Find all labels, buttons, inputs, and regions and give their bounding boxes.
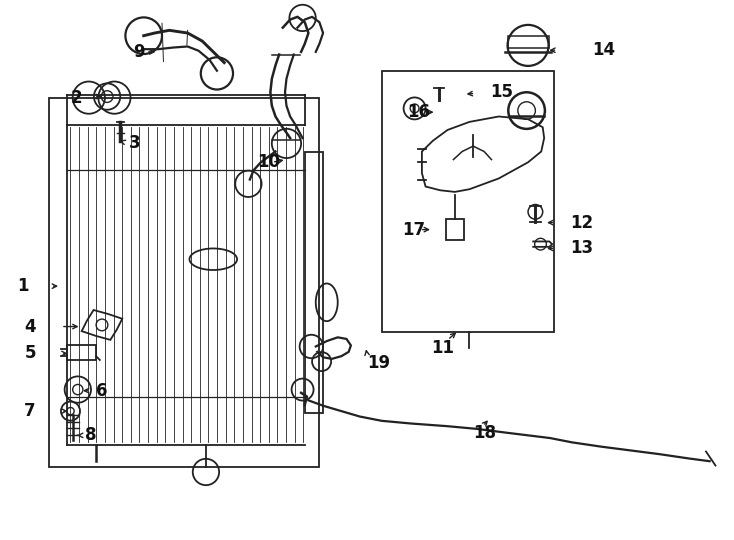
Text: 2: 2 [70,89,82,106]
Bar [382,71,553,332]
Text: 18: 18 [473,424,496,442]
Text: 5: 5 [24,345,36,362]
Bar [305,152,323,413]
Text: 9: 9 [133,43,145,61]
Bar [446,219,464,240]
Text: 10: 10 [257,153,280,171]
Text: 8: 8 [85,427,97,444]
Text: 14: 14 [592,41,616,59]
Text: 12: 12 [570,214,594,232]
Text: 4: 4 [24,318,36,335]
Bar [67,345,96,360]
Text: 17: 17 [402,221,425,239]
Text: 7: 7 [24,402,36,420]
Text: 11: 11 [432,339,454,357]
Text: 6: 6 [96,382,108,400]
Text: 3: 3 [129,134,141,152]
Text: 13: 13 [570,239,594,258]
Text: 15: 15 [490,83,513,102]
Text: 16: 16 [407,103,430,121]
Text: 1: 1 [17,277,29,295]
Bar [508,36,548,48]
Text: 19: 19 [367,354,390,372]
